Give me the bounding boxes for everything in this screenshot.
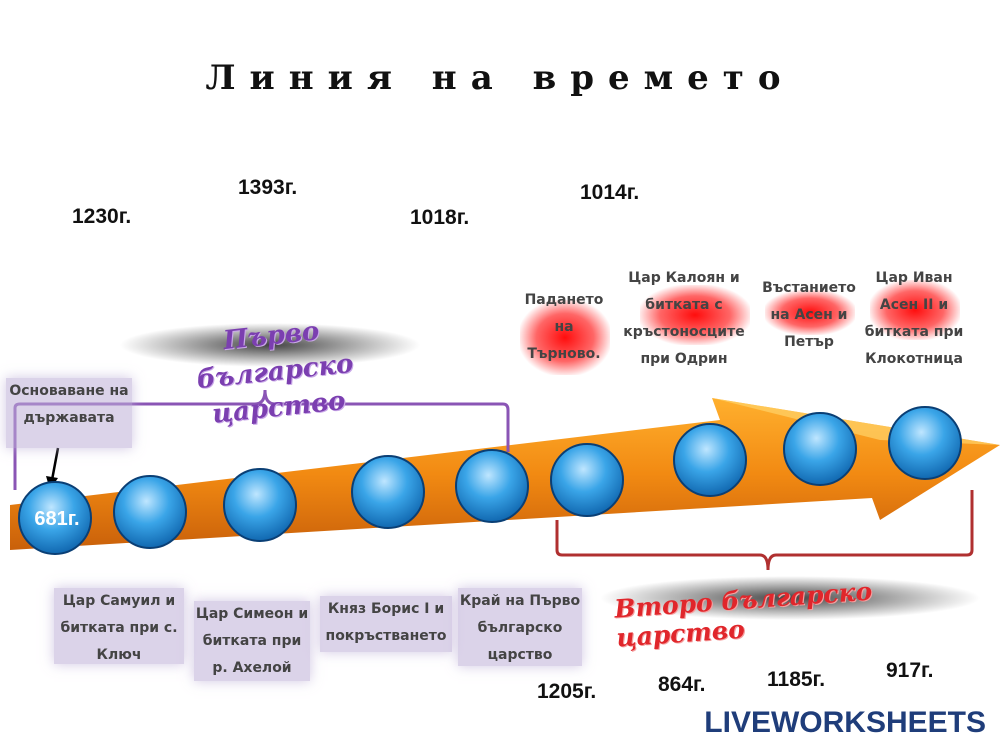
- ball: [550, 443, 624, 517]
- highlight: [765, 290, 855, 335]
- ball: [351, 455, 425, 529]
- year-card[interactable]: 1185г.: [767, 668, 826, 691]
- ball: [673, 423, 747, 497]
- ball: [113, 475, 187, 549]
- event-label: Край на Първо българско царство: [458, 588, 582, 666]
- year-card[interactable]: 1014г.: [580, 181, 640, 204]
- title: Линия на времето: [205, 58, 795, 98]
- shadow: [600, 576, 980, 620]
- event-label: Цар Иван Асен II и битката при Клокотниц…: [864, 270, 964, 367]
- event-label: Падането на Търново.: [524, 292, 604, 362]
- event-label: Цар Симеон и битката при р. Ахелой: [194, 601, 310, 681]
- year-card[interactable]: 864г.: [658, 673, 706, 696]
- ball: [455, 449, 529, 523]
- highlight: [870, 280, 960, 340]
- highlight: [640, 285, 750, 345]
- logo: LIVEWORKSHEETS: [704, 706, 986, 739]
- ball: [783, 412, 857, 486]
- shadow: [120, 323, 420, 367]
- pointer-arrow: [50, 447, 60, 481]
- event-label: Цар Самуил и битката при с. Ключ: [54, 588, 184, 664]
- event-label: Въстанието на Асен и Петър: [762, 280, 856, 350]
- year-card[interactable]: 1018г.: [410, 206, 470, 229]
- year-card[interactable]: 1230г.: [72, 205, 132, 228]
- year-card[interactable]: 1205г.: [537, 680, 597, 703]
- event-label: Основаване на държавата: [6, 378, 132, 448]
- timeline-balls: [18, 406, 962, 555]
- event-label: Княз Борис I и покръстването: [320, 596, 452, 652]
- highlight: [520, 300, 610, 375]
- ball: [18, 481, 92, 555]
- ball: [888, 406, 962, 480]
- event-label: Цар Калоян и битката с кръстоносците при…: [623, 270, 745, 367]
- year-card[interactable]: 917г.: [886, 659, 934, 682]
- bracket-second: [555, 490, 974, 571]
- ball: [223, 468, 297, 542]
- start-year: 681г.: [34, 508, 80, 530]
- year-card[interactable]: 1393г.: [238, 176, 298, 199]
